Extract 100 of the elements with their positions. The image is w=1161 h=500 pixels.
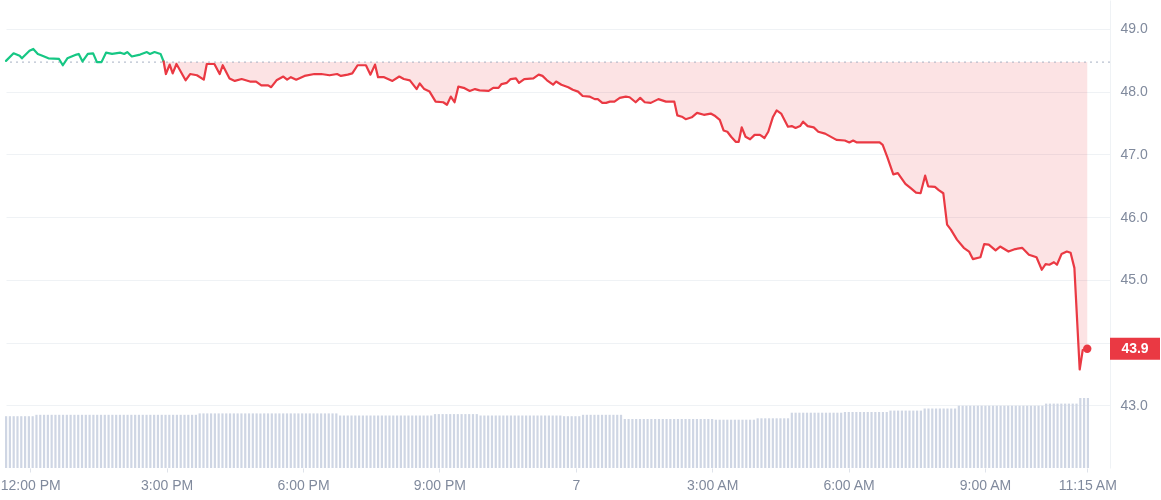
bar <box>274 413 277 468</box>
bar <box>881 412 885 468</box>
bar <box>980 405 983 468</box>
bar <box>851 412 854 468</box>
bar <box>460 414 463 468</box>
bar <box>805 412 809 468</box>
bar <box>794 412 797 468</box>
bar <box>278 413 281 468</box>
bar <box>900 410 904 468</box>
bar <box>798 412 801 468</box>
bar <box>293 413 296 468</box>
bar <box>1018 405 1021 468</box>
bar <box>748 419 752 468</box>
bar <box>1037 405 1040 468</box>
bar <box>202 413 205 468</box>
bar <box>498 415 501 468</box>
bar <box>464 414 467 468</box>
bar <box>175 414 179 468</box>
bar <box>915 410 919 468</box>
bar <box>118 414 122 468</box>
bar <box>600 414 604 468</box>
bar <box>426 415 429 468</box>
bar <box>832 412 835 468</box>
bar <box>657 419 661 468</box>
bar <box>965 405 968 468</box>
bar <box>145 414 148 468</box>
bar <box>760 418 763 468</box>
bar <box>631 419 634 468</box>
x-tick-label: 9:00 AM <box>959 476 1012 493</box>
x-tick-label: 6:00 PM <box>277 476 330 493</box>
bar <box>73 414 76 468</box>
bar <box>991 405 995 468</box>
bar <box>741 419 744 468</box>
x-tick-label: 11:15 AM <box>1058 476 1117 493</box>
bar <box>722 419 725 468</box>
bar <box>934 408 938 468</box>
bar <box>209 413 213 468</box>
bar <box>35 414 38 468</box>
bar <box>369 415 372 468</box>
bar <box>703 419 706 468</box>
bar <box>646 419 649 468</box>
bar <box>137 414 141 468</box>
bar <box>999 405 1002 468</box>
bar <box>612 414 615 468</box>
bar <box>445 414 448 468</box>
y-tick-label: 48.0 <box>1120 83 1148 100</box>
bar <box>714 419 718 468</box>
bar <box>240 413 243 468</box>
bar <box>927 408 930 468</box>
bar <box>843 412 847 468</box>
bar <box>684 419 687 468</box>
bar <box>638 419 642 468</box>
bar <box>376 415 380 468</box>
bar <box>1056 403 1059 468</box>
bar <box>779 418 782 468</box>
bar <box>729 419 733 468</box>
bar <box>247 413 251 468</box>
bar <box>99 414 103 468</box>
bar <box>870 412 873 468</box>
bar <box>695 419 699 468</box>
bar <box>574 416 577 468</box>
bar <box>650 419 653 468</box>
bar <box>517 415 520 468</box>
bar <box>483 415 486 468</box>
bar <box>786 418 790 468</box>
bar <box>817 412 820 468</box>
bar <box>183 414 186 468</box>
bar <box>665 419 668 468</box>
bar <box>5 416 8 468</box>
x-tick-label: 7 <box>572 476 581 493</box>
bar <box>69 414 72 468</box>
bar <box>836 412 839 468</box>
bar <box>316 413 319 468</box>
bar <box>471 414 475 468</box>
x-tick-label: 3:00 PM <box>141 476 194 493</box>
bar <box>593 414 596 468</box>
bar <box>88 414 91 468</box>
bar <box>972 405 976 468</box>
bar <box>452 414 456 468</box>
bar <box>236 413 239 468</box>
bar <box>490 415 494 468</box>
y-tick-label: 49.0 <box>1120 20 1148 37</box>
annotation: 43.9 <box>1121 339 1149 356</box>
bar <box>407 415 410 468</box>
bar <box>855 412 858 468</box>
bar <box>228 413 232 468</box>
bar <box>775 418 778 468</box>
bar <box>111 414 114 468</box>
bar <box>1022 405 1025 468</box>
bar <box>984 405 987 468</box>
bar <box>388 415 391 468</box>
bar <box>190 414 194 468</box>
bar <box>509 415 513 468</box>
bar <box>946 408 949 468</box>
bar <box>164 414 167 468</box>
bar <box>824 412 828 468</box>
bar <box>619 414 623 468</box>
bar <box>555 415 558 468</box>
bar <box>528 415 532 468</box>
bar <box>331 413 334 468</box>
